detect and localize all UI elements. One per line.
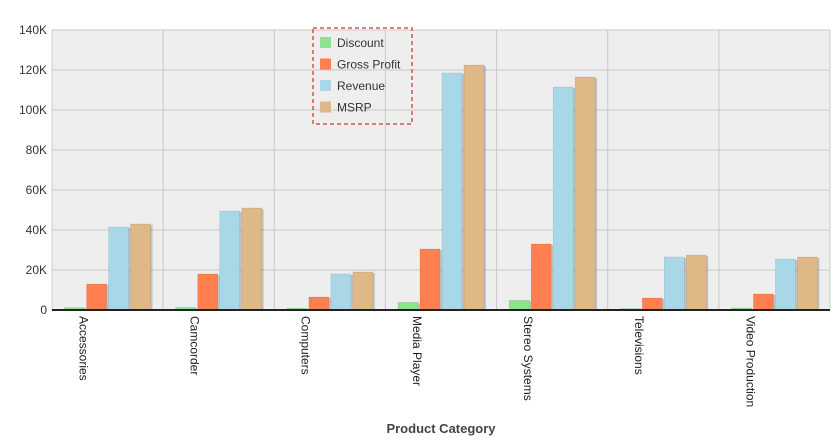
bar-gross-profit bbox=[197, 273, 218, 311]
y-tick-label: 100K bbox=[19, 103, 47, 117]
legend-swatch bbox=[320, 58, 331, 70]
bar-msrp bbox=[241, 207, 262, 311]
bar-revenue bbox=[775, 258, 796, 311]
y-tick-label: 120K bbox=[19, 63, 47, 77]
y-tick-label: 40K bbox=[26, 223, 47, 237]
x-axis-title: Product Category bbox=[386, 421, 496, 436]
bars bbox=[64, 64, 820, 311]
legend: Discount Gross Profit Revenue MSRP bbox=[312, 27, 413, 125]
y-tick-label: 0 bbox=[40, 303, 47, 317]
legend-box bbox=[312, 27, 413, 125]
x-tick-label: Televisions bbox=[632, 316, 646, 375]
x-tick-label: Video Production bbox=[743, 316, 757, 407]
bar-revenue bbox=[664, 256, 685, 311]
legend-label: MSRP bbox=[337, 101, 372, 115]
bar-gross-profit bbox=[419, 248, 441, 311]
y-axis: 0 20K 40K 60K 80K 100K 120K 140K bbox=[19, 23, 47, 317]
bar-revenue bbox=[108, 226, 129, 311]
y-tick-label: 80K bbox=[26, 143, 47, 157]
legend-label: Revenue bbox=[337, 79, 385, 93]
x-tick-label: Stereo Systems bbox=[521, 316, 535, 401]
x-tick-label: Camcorder bbox=[188, 316, 202, 375]
bar-msrp bbox=[686, 254, 707, 311]
x-tick-label: Accessories bbox=[76, 316, 90, 381]
x-tick-label: Computers bbox=[299, 316, 313, 375]
legend-label: Gross Profit bbox=[337, 58, 401, 72]
x-axis: Accessories Camcorder Computers Media Playe… bbox=[76, 316, 757, 407]
bar-msrp bbox=[130, 223, 151, 311]
x-tick-label: Media Player bbox=[410, 316, 424, 386]
y-tick-label: 20K bbox=[26, 263, 47, 277]
bar-discount bbox=[508, 300, 530, 311]
bar-discount bbox=[397, 302, 419, 311]
y-tick-label: 60K bbox=[26, 183, 47, 197]
bar-revenue bbox=[219, 210, 240, 311]
y-tick-label: 140K bbox=[19, 23, 47, 37]
bar-msrp bbox=[352, 271, 374, 311]
bar-msrp bbox=[463, 64, 485, 311]
legend-swatch bbox=[320, 80, 331, 91]
bar-gross-profit bbox=[308, 296, 330, 311]
legend-swatch bbox=[320, 37, 331, 48]
bar-revenue bbox=[441, 72, 463, 311]
bar-gross-profit bbox=[753, 293, 774, 311]
bar-gross-profit bbox=[86, 283, 107, 311]
bar-gross-profit bbox=[642, 297, 663, 311]
bar-revenue bbox=[330, 273, 352, 311]
bar-revenue bbox=[552, 86, 574, 311]
bar-msrp bbox=[574, 76, 596, 311]
bar-msrp bbox=[797, 256, 818, 311]
legend-label: Discount bbox=[337, 36, 384, 50]
legend-swatch bbox=[320, 101, 331, 113]
bar-gross-profit bbox=[530, 243, 552, 311]
